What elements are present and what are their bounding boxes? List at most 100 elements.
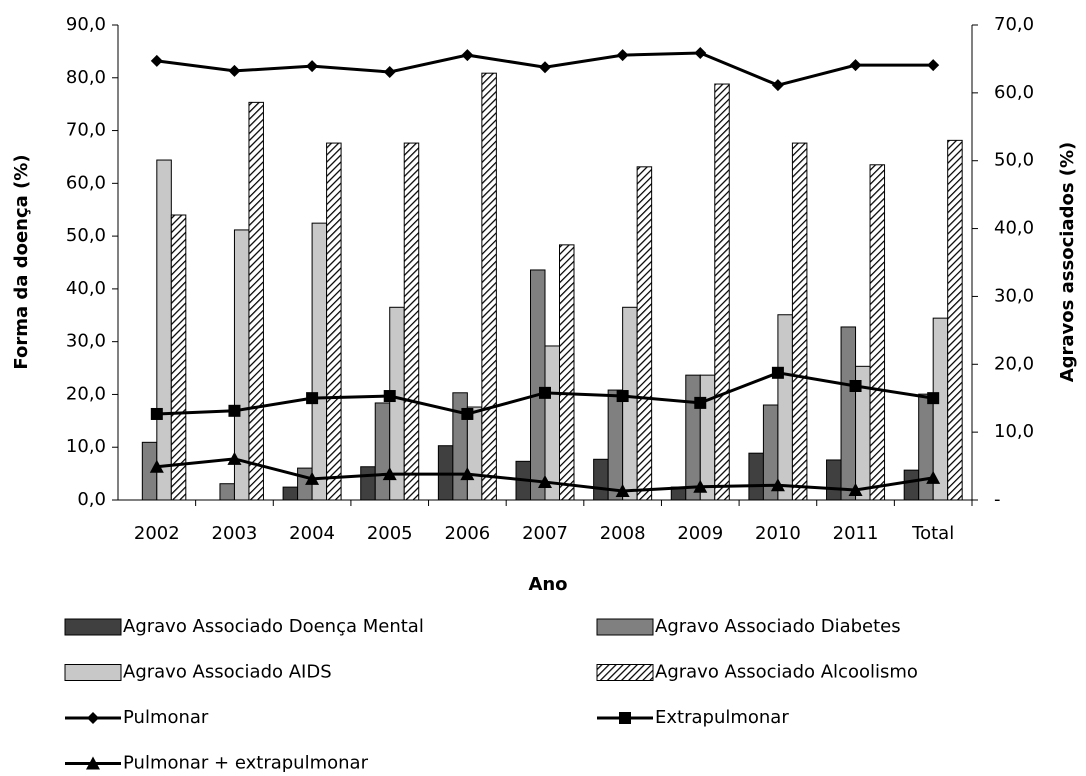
- legend-label: Agravo Associado AIDS: [123, 662, 332, 683]
- legend-label: Pulmonar + extrapulmonar: [123, 753, 369, 774]
- legend-marker: [619, 712, 631, 724]
- y-axis-title: Forma da doença (%): [11, 154, 32, 369]
- legend-label: Extrapulmonar: [655, 707, 789, 728]
- bar: [156, 159, 172, 501]
- bar: [403, 142, 420, 501]
- bar: [622, 306, 638, 501]
- bar: [777, 314, 793, 501]
- y2-tick-label: 60,0: [994, 82, 1034, 103]
- bar: [170, 214, 187, 501]
- point: [694, 396, 707, 409]
- point: [694, 46, 707, 59]
- x-tick-label: 2006: [444, 523, 490, 544]
- point: [305, 471, 320, 485]
- bar: [685, 374, 701, 501]
- y2-tick-label: 70,0: [994, 14, 1034, 35]
- point: [616, 390, 629, 403]
- bar: [791, 142, 808, 501]
- point: [693, 479, 708, 493]
- bar: [932, 317, 949, 501]
- y-tick-label: 90,0: [66, 14, 106, 35]
- bar: [593, 458, 609, 501]
- point: [615, 484, 630, 498]
- bar: [748, 452, 764, 501]
- point: [849, 380, 862, 392]
- bar: [311, 222, 328, 501]
- point: [150, 407, 163, 420]
- y-tick-label: 70,0: [66, 120, 106, 141]
- y2-axis-title: Agravos associados (%): [1057, 142, 1078, 383]
- point: [150, 54, 163, 67]
- point: [228, 404, 241, 417]
- x-axis-title: Ano: [528, 574, 567, 595]
- y2-tick-label: 40,0: [994, 218, 1034, 239]
- legend-marker: [86, 756, 100, 770]
- bar: [607, 389, 624, 501]
- point: [306, 60, 319, 73]
- x-tick-label: 2003: [212, 523, 258, 544]
- point: [383, 390, 396, 403]
- point: [227, 451, 242, 465]
- point: [461, 407, 474, 420]
- x-tick-label: 2005: [367, 523, 413, 544]
- y-tick-label: 40,0: [66, 278, 106, 299]
- bar: [840, 326, 857, 501]
- bar: [544, 345, 560, 501]
- point: [848, 482, 863, 496]
- bar: [947, 139, 963, 501]
- x-tick-label: Total: [911, 523, 954, 544]
- bar: [389, 306, 405, 501]
- point: [538, 475, 552, 489]
- legend-label: Pulmonar: [123, 707, 209, 728]
- bar: [326, 142, 342, 501]
- legend-marker: [87, 712, 99, 724]
- bar: [466, 406, 483, 501]
- y-tick-label: 80,0: [66, 67, 106, 88]
- legend-label: Agravo Associado Diabetes: [655, 616, 901, 637]
- bar: [903, 469, 920, 501]
- legend-label: Agravo Associado Doença Mental: [123, 616, 424, 637]
- point: [149, 459, 164, 473]
- bar: [918, 393, 934, 501]
- x-tick-label: 2011: [833, 523, 879, 544]
- point: [460, 467, 475, 481]
- legend-swatch: [64, 618, 122, 636]
- point: [306, 392, 319, 405]
- point: [616, 49, 629, 62]
- point: [927, 392, 940, 405]
- point: [771, 366, 784, 379]
- bar: [699, 374, 716, 501]
- point: [539, 61, 551, 74]
- y-tick-label: 50,0: [66, 225, 106, 246]
- y-tick-label: 10,0: [66, 436, 106, 457]
- bar: [826, 459, 842, 501]
- y2-tick-label: 10,0: [994, 421, 1034, 442]
- bar: [374, 402, 391, 501]
- point: [539, 386, 551, 399]
- bar: [282, 486, 299, 501]
- x-tick-label: 2010: [755, 523, 801, 544]
- bar: [714, 83, 730, 501]
- bar: [360, 466, 376, 501]
- legend-label: Agravo Associado Alcoolismo: [655, 662, 918, 683]
- x-tick-label: 2004: [289, 523, 335, 544]
- legend-swatch: [596, 664, 654, 681]
- point: [461, 49, 474, 62]
- bar: [248, 101, 264, 501]
- point: [926, 470, 941, 484]
- y-tick-label: 0,0: [77, 489, 106, 510]
- y2-tick-label: 50,0: [994, 150, 1034, 171]
- point: [228, 64, 241, 77]
- y-tick-label: 60,0: [66, 172, 106, 193]
- bar: [636, 166, 653, 501]
- x-tick-label: 2007: [522, 523, 568, 544]
- y2-tick-label: 20,0: [994, 353, 1034, 374]
- point: [771, 79, 784, 92]
- point: [383, 65, 396, 78]
- y-tick-label: 20,0: [66, 383, 106, 404]
- legend-swatch: [596, 618, 654, 636]
- bar: [559, 244, 575, 501]
- point: [927, 59, 940, 72]
- y2-tick-label: -: [994, 489, 1001, 510]
